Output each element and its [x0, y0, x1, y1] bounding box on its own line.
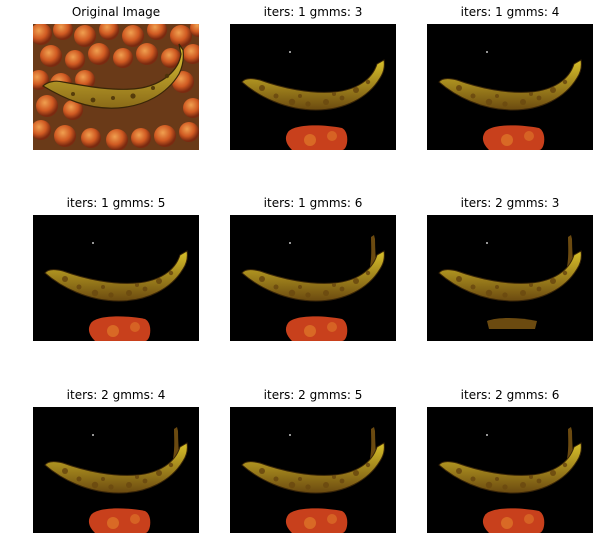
panel-title: iters: 2 gmms: 3	[407, 194, 598, 212]
segmented-image	[230, 24, 396, 150]
panel-title: iters: 2 gmms: 4	[13, 386, 219, 404]
segmented-image	[427, 24, 593, 150]
panel-title: iters: 2 gmms: 6	[407, 386, 598, 404]
panel-title: iters: 1 gmms: 5	[13, 194, 219, 212]
panel-title: iters: 1 gmms: 3	[210, 3, 416, 21]
segmented-image	[427, 407, 593, 533]
segmented-image	[230, 215, 396, 341]
panel-title: iters: 2 gmms: 5	[210, 386, 416, 404]
segmented-image	[33, 407, 199, 533]
segmented-image	[230, 407, 396, 533]
segmented-image	[33, 215, 199, 341]
panel-title: Original Image	[13, 3, 219, 21]
original-image	[33, 24, 199, 150]
panel-title: iters: 1 gmms: 4	[407, 3, 598, 21]
segmented-image	[427, 215, 593, 341]
panel-title: iters: 1 gmms: 6	[210, 194, 416, 212]
